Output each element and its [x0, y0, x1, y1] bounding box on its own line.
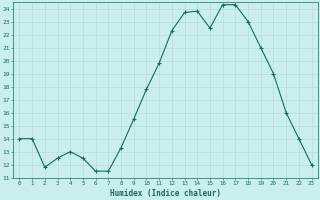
- X-axis label: Humidex (Indice chaleur): Humidex (Indice chaleur): [110, 189, 221, 198]
